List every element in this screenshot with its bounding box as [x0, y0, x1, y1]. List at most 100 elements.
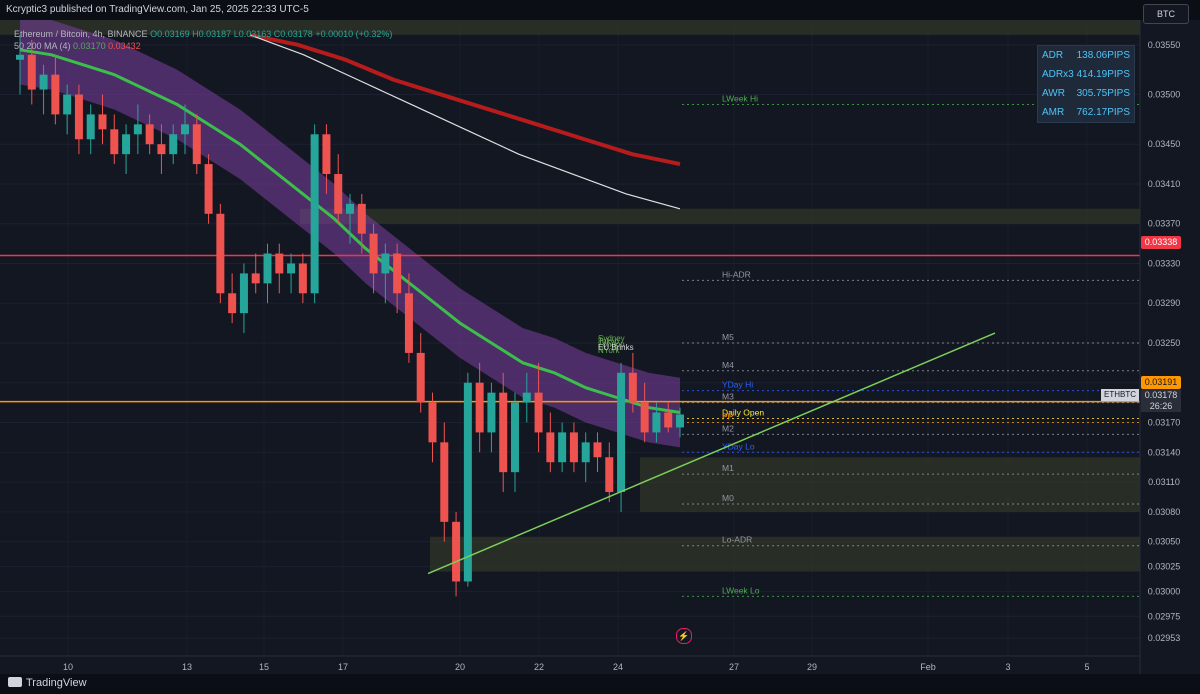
session-label: Tokyo	[598, 337, 619, 346]
x-tick-label: Feb	[920, 662, 936, 672]
y-tick-label: 0.03110	[1148, 477, 1180, 487]
orange-level-tag: 0.03191	[1141, 376, 1181, 389]
candle-body	[133, 124, 142, 135]
pivot-level-label: PP	[722, 411, 734, 421]
candle-body	[381, 253, 390, 274]
candle-body	[593, 442, 602, 458]
y-tick-label: 0.03290	[1148, 298, 1181, 308]
y-tick-label: 0.03250	[1148, 338, 1181, 348]
candle-body	[452, 521, 461, 582]
candle-body	[569, 432, 578, 463]
candle-body	[216, 213, 225, 294]
candle-body	[251, 273, 260, 284]
candle-body	[192, 124, 201, 165]
candle-body	[39, 74, 48, 90]
candle-body	[522, 392, 531, 403]
y-tick-label: 0.02975	[1148, 611, 1181, 621]
symbol-title: Ethereum / Bitcoin, 4h, BINANCE	[14, 29, 148, 39]
adrx3-value: 414.19PIPS	[1076, 69, 1130, 80]
session-label: NYork	[598, 346, 620, 355]
pivot-level-label: Lo-ADR	[722, 535, 752, 545]
candle-body	[581, 442, 590, 463]
candle-body	[428, 402, 437, 443]
amr-row: AMR 762.17PIPS	[1038, 103, 1134, 122]
x-tick-label: 22	[534, 662, 544, 672]
pivot-level-label: M1	[722, 463, 734, 473]
alert-icon[interactable]: ⚡	[676, 628, 692, 644]
awr-label: AWR	[1042, 88, 1065, 99]
candle-body	[628, 372, 637, 403]
ma50-value: 0.03170	[73, 41, 106, 51]
y-tick-label: 0.03025	[1148, 562, 1181, 572]
candle-body	[546, 432, 555, 463]
ma200-value: 0.03432	[108, 41, 141, 51]
candle-body	[440, 442, 449, 522]
ohlc-low: L0.03163	[233, 29, 272, 39]
candle-body	[617, 372, 626, 493]
candle-body	[204, 164, 213, 214]
adr-value: 138.06PIPS	[1076, 50, 1130, 61]
y-tick-label: 0.03140	[1148, 447, 1181, 457]
candle-body	[310, 134, 319, 294]
tradingview-brand[interactable]: TradingView	[8, 677, 87, 689]
adr-label: ADR	[1042, 50, 1064, 61]
pivot-level-label: M5	[722, 332, 734, 342]
ohlc-open: O0.03169	[150, 29, 190, 39]
bar-countdown: 26:26	[1141, 400, 1181, 412]
candle-body	[298, 263, 307, 294]
publish-info: Kcryptic3 published on TradingView.com, …	[6, 4, 309, 15]
candle-body	[357, 203, 366, 234]
candle-body	[27, 54, 36, 90]
awr-value: 305.75PIPS	[1076, 88, 1130, 99]
y-tick-label: 0.02953	[1148, 633, 1181, 643]
candle-body	[416, 352, 425, 403]
publish-header: Kcryptic3 published on TradingView.com, …	[0, 0, 1200, 20]
y-tick-label: 0.03050	[1148, 537, 1181, 547]
awr-row: AWR 305.75PIPS	[1038, 84, 1134, 103]
pivot-level-label: YDay Lo	[722, 441, 755, 451]
x-tick-label: 24	[613, 662, 623, 672]
tradingview-logo-icon	[8, 677, 22, 687]
candle-body	[74, 94, 83, 140]
x-tick-label: 5	[1084, 662, 1089, 672]
chart-area[interactable]: LWeek Hi Hi-ADR M5 M4 YDay Hi M3 Daily Open PP M…	[0, 15, 1200, 674]
x-tick-label: 17	[338, 662, 348, 672]
ma-indicator-label[interactable]: 50 200 MA (4)	[14, 41, 71, 51]
brand-label: TradingView	[26, 677, 87, 689]
candle-body	[463, 382, 472, 582]
currency-badge[interactable]: BTC	[1143, 4, 1189, 24]
candle-body	[499, 392, 508, 473]
candle-body	[110, 129, 119, 155]
pivot-level-label: LWeek Lo	[722, 585, 760, 595]
candle-body	[558, 432, 567, 463]
candle-body	[605, 457, 614, 493]
candle-body	[145, 124, 154, 145]
candle-body	[369, 233, 378, 274]
x-tick-label: 13	[182, 662, 192, 672]
candle-body	[228, 293, 237, 314]
x-tick-label: 3	[1005, 662, 1010, 672]
candle-body	[169, 134, 178, 155]
trendline	[427, 332, 996, 575]
y-tick-label: 0.03500	[1148, 90, 1181, 100]
y-tick-label: 0.03370	[1148, 219, 1181, 229]
y-tick-label: 0.03450	[1148, 139, 1181, 149]
pivot-level-label: M2	[722, 423, 734, 433]
candle-body	[98, 114, 107, 130]
session-label: Sydney	[598, 334, 625, 343]
pivot-level-label: M0	[722, 493, 734, 503]
pivot-level-label: LWeek Hi	[722, 93, 758, 103]
zone-band	[430, 536, 1140, 572]
white-ma-line	[249, 34, 681, 210]
candle-body	[263, 253, 272, 284]
ohlc-change: +0.00010 (+0.32%)	[315, 29, 393, 39]
candle-body	[534, 392, 543, 433]
session-label: London	[598, 340, 625, 349]
adr-row: ADR 138.06PIPS	[1038, 46, 1134, 65]
candle-body	[86, 114, 95, 140]
y-tick-label: 0.03550	[1148, 40, 1181, 50]
candle-body	[393, 253, 402, 294]
adrx3-row: ADRx3 414.19PIPS	[1038, 65, 1134, 84]
y-tick-label: 0.03000	[1148, 586, 1181, 596]
